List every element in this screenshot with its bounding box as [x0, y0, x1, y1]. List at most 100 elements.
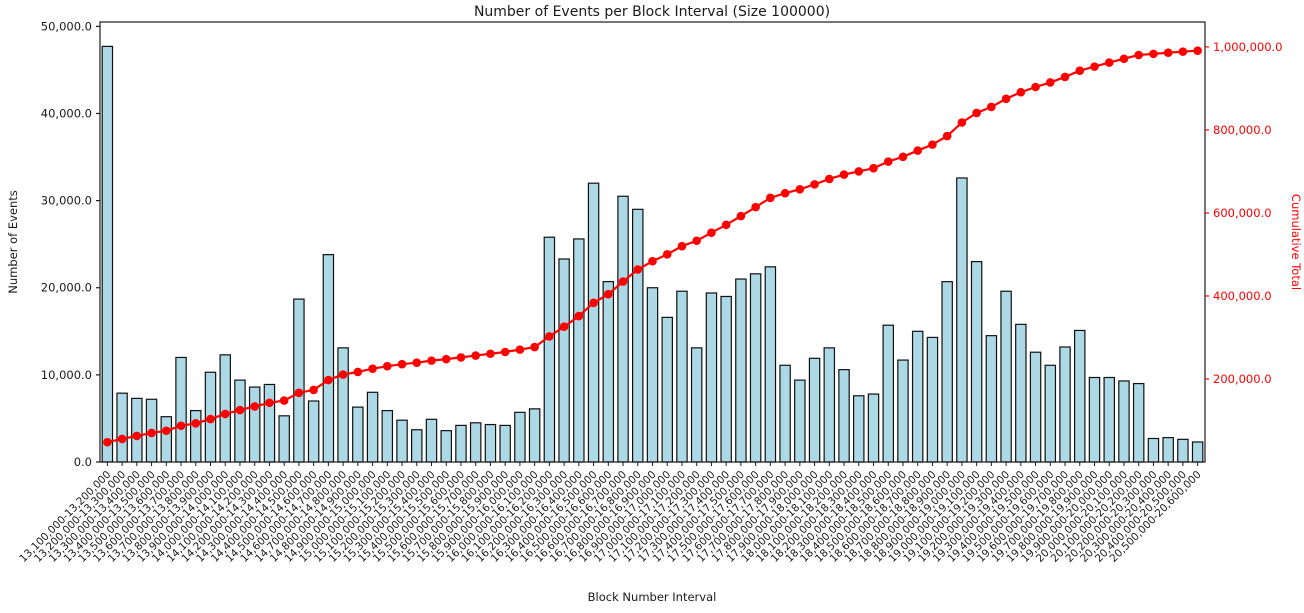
- bar: [440, 430, 452, 463]
- cumulative-marker: [707, 228, 716, 237]
- y-axis-label-right: Cumulative Total: [1289, 194, 1303, 290]
- bar: [116, 392, 128, 463]
- y-tick-label-right: 1,000,000.0: [1213, 40, 1283, 54]
- bar: [219, 354, 231, 463]
- cumulative-marker: [103, 437, 112, 447]
- cumulative-marker: [545, 332, 554, 341]
- y-tick-label-right: 600,000.0: [1213, 206, 1272, 220]
- cumulative-marker: [721, 220, 731, 230]
- cumulative-marker: [235, 405, 245, 415]
- y-tick-label-left: 10,000.0: [41, 368, 92, 382]
- cumulative-marker: [928, 140, 937, 149]
- cumulative-marker: [250, 402, 259, 411]
- cumulative-marker: [869, 163, 878, 173]
- y-tick-label-right: 400,000.0: [1213, 289, 1272, 303]
- cumulative-marker: [913, 146, 922, 155]
- y-tick-label-right: 200,000.0: [1213, 372, 1272, 386]
- bar: [573, 238, 585, 463]
- y-tick-label-left: 40,000.0: [41, 106, 92, 120]
- cumulative-marker: [589, 298, 598, 308]
- y-axis-label-left: Number of Events: [6, 190, 20, 294]
- cumulative-marker: [147, 428, 156, 438]
- bar: [926, 336, 939, 463]
- bar: [411, 429, 423, 463]
- cumulative-marker: [662, 250, 672, 259]
- cumulative-marker: [677, 241, 687, 251]
- bar: [396, 419, 408, 463]
- bar: [234, 379, 246, 463]
- cumulative-marker: [412, 358, 422, 367]
- bar: [381, 409, 394, 463]
- bar: [1088, 376, 1101, 463]
- cumulative-marker: [1060, 72, 1070, 82]
- cumulative-marker: [736, 211, 746, 221]
- bar: [1132, 382, 1145, 463]
- bar: [1103, 376, 1115, 463]
- cumulative-marker: [530, 342, 539, 352]
- bar: [587, 182, 600, 463]
- bar: [617, 195, 629, 463]
- cumulative-marker: [1149, 49, 1158, 59]
- cumulative-marker: [515, 345, 525, 354]
- x-axis-label: Block Number Interval: [588, 590, 717, 604]
- bar: [278, 415, 290, 463]
- cumulative-marker: [883, 157, 893, 166]
- cumulative-marker: [618, 277, 628, 286]
- cumulative-marker: [825, 174, 834, 184]
- bar: [1162, 437, 1174, 463]
- bar: [853, 395, 865, 463]
- bar: [1074, 329, 1086, 463]
- cumulative-marker: [854, 167, 864, 176]
- bar: [632, 208, 644, 463]
- cumulative-marker: [972, 108, 981, 118]
- cumulative-marker: [633, 265, 643, 274]
- cumulative-marker: [987, 102, 996, 112]
- bar: [705, 292, 718, 463]
- bar: [1044, 364, 1057, 463]
- cumulative-marker: [500, 347, 510, 357]
- bar: [101, 45, 114, 463]
- bar: [175, 356, 187, 463]
- bar: [543, 236, 556, 463]
- bar: [970, 261, 983, 463]
- cumulative-marker: [559, 322, 569, 332]
- cumulative-marker: [604, 289, 613, 299]
- cumulative-marker: [279, 396, 289, 405]
- cumulative-marker: [338, 370, 348, 379]
- bar: [263, 383, 276, 463]
- bar: [160, 416, 173, 463]
- bar: [293, 298, 305, 463]
- bar: [337, 347, 349, 463]
- cumulative-marker: [957, 118, 967, 127]
- bar: [1191, 441, 1204, 463]
- bar: [366, 391, 379, 463]
- cumulative-marker: [795, 185, 805, 194]
- cumulative-marker: [294, 388, 304, 398]
- bar: [749, 273, 762, 463]
- bar: [941, 281, 953, 463]
- y-tick-label-left: 30,000.0: [41, 194, 92, 208]
- bar: [956, 177, 968, 463]
- bar: [676, 290, 688, 463]
- cumulative-marker: [574, 311, 584, 321]
- y-tick-label-left: 0.0: [74, 455, 92, 469]
- chart-title: Number of Events per Block Interval (Siz…: [474, 4, 830, 20]
- cumulative-marker: [898, 152, 908, 162]
- cumulative-marker: [1104, 58, 1114, 67]
- bar: [528, 408, 541, 463]
- bar: [897, 359, 909, 463]
- cumulative-marker: [1001, 94, 1011, 104]
- cumulative-marker: [132, 431, 142, 441]
- bar: [882, 324, 894, 463]
- bar: [985, 335, 998, 463]
- bar: [469, 422, 482, 463]
- cumulative-marker: [265, 398, 274, 408]
- bar: [484, 423, 497, 463]
- bar: [602, 281, 615, 463]
- bar: [735, 278, 747, 463]
- cumulative-marker: [1031, 82, 1040, 92]
- bar: [131, 397, 143, 463]
- cumulative-marker: [692, 236, 701, 246]
- cumulative-marker: [368, 364, 377, 373]
